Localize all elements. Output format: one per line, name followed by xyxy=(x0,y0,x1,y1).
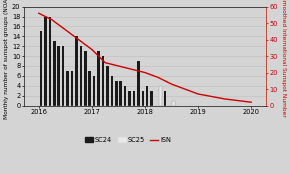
Bar xyxy=(137,61,140,105)
Bar xyxy=(164,91,166,105)
Bar xyxy=(106,66,109,105)
Bar xyxy=(119,81,122,105)
Bar xyxy=(159,91,162,105)
Bar xyxy=(110,76,113,105)
Bar xyxy=(66,71,69,105)
Bar xyxy=(173,101,175,105)
Bar xyxy=(79,46,82,105)
Bar xyxy=(102,56,104,105)
Bar xyxy=(62,46,64,105)
Legend: SC24, SC25, ISN: SC24, SC25, ISN xyxy=(82,134,174,146)
Bar xyxy=(93,76,95,105)
Bar xyxy=(71,71,73,105)
Bar xyxy=(44,17,47,105)
Bar xyxy=(53,41,56,105)
Bar xyxy=(88,71,91,105)
Y-axis label: Smoothed International Sunspot Number: Smoothed International Sunspot Number xyxy=(281,0,286,116)
Bar xyxy=(115,81,117,105)
Bar xyxy=(146,86,148,105)
Bar xyxy=(97,51,100,105)
Bar xyxy=(75,36,78,105)
Bar xyxy=(133,91,135,105)
Bar xyxy=(142,91,144,105)
Bar xyxy=(57,46,60,105)
Bar xyxy=(124,86,126,105)
Bar xyxy=(84,51,86,105)
Bar xyxy=(150,91,153,105)
Y-axis label: Monthly number of sunspot groups (NOAA): Monthly number of sunspot groups (NOAA) xyxy=(4,0,9,120)
Bar xyxy=(48,17,51,105)
Bar xyxy=(128,91,131,105)
Bar xyxy=(40,31,42,105)
Bar xyxy=(159,86,162,105)
